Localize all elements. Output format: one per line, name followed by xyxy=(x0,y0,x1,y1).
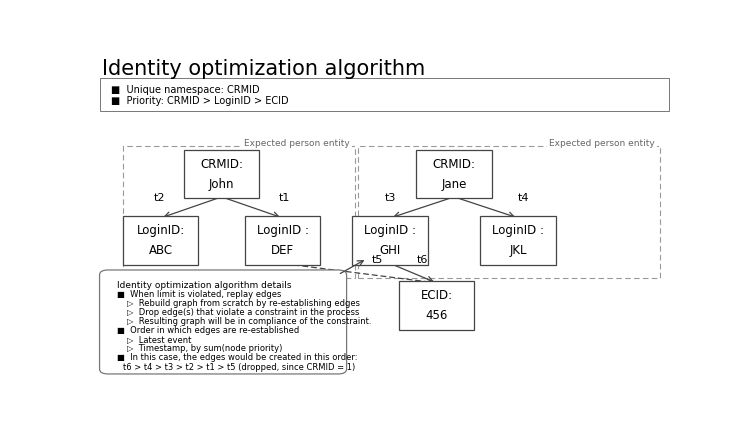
FancyBboxPatch shape xyxy=(100,78,669,111)
FancyBboxPatch shape xyxy=(416,150,492,198)
FancyBboxPatch shape xyxy=(100,270,346,374)
Text: ■  When limit is violated, replay edges: ■ When limit is violated, replay edges xyxy=(117,290,281,299)
Text: t6 > t4 > t3 > t2 > t1 > t5 (dropped, since CRMID = 1): t6 > t4 > t3 > t2 > t1 > t5 (dropped, si… xyxy=(123,362,355,372)
Text: ■  Priority: CRMID > LoginID > ECID: ■ Priority: CRMID > LoginID > ECID xyxy=(111,96,289,106)
Text: t1: t1 xyxy=(278,193,290,203)
Text: LoginID :
JKL: LoginID : JKL xyxy=(492,224,544,257)
Text: LoginID :
DEF: LoginID : DEF xyxy=(256,224,309,257)
Text: t2: t2 xyxy=(154,193,165,203)
Text: Identity optimization algorithm: Identity optimization algorithm xyxy=(103,59,426,79)
Text: t5: t5 xyxy=(371,255,382,265)
FancyBboxPatch shape xyxy=(244,216,320,265)
Text: ■  In this case, the edges would be created in this order:: ■ In this case, the edges would be creat… xyxy=(117,354,358,362)
Text: CRMID:
John: CRMID: John xyxy=(200,158,243,191)
Text: ▷  Drop edge(s) that violate a constraint in the process: ▷ Drop edge(s) that violate a constraint… xyxy=(128,308,360,317)
Text: Expected person entity: Expected person entity xyxy=(549,139,655,148)
Text: ▷  Resulting graph will be in compliance of the constraint.: ▷ Resulting graph will be in compliance … xyxy=(128,317,372,326)
Text: LoginID:
ABC: LoginID: ABC xyxy=(136,224,184,257)
FancyBboxPatch shape xyxy=(184,150,260,198)
Text: t4: t4 xyxy=(518,193,530,203)
Text: Identity optimization algorithm details: Identity optimization algorithm details xyxy=(117,281,292,289)
Text: ECID:
456: ECID: 456 xyxy=(421,289,453,322)
FancyBboxPatch shape xyxy=(480,216,556,265)
Text: Expected person entity: Expected person entity xyxy=(244,139,350,148)
FancyBboxPatch shape xyxy=(123,216,198,265)
Text: LoginID :
GHI: LoginID : GHI xyxy=(364,224,416,257)
Text: t3: t3 xyxy=(385,193,396,203)
FancyBboxPatch shape xyxy=(399,281,475,330)
FancyBboxPatch shape xyxy=(352,216,428,265)
Text: ■  Unique namespace: CRMID: ■ Unique namespace: CRMID xyxy=(111,85,260,95)
Text: CRMID:
Jane: CRMID: Jane xyxy=(433,158,476,191)
Text: ▷  Rebuild graph from scratch by re-establishing edges: ▷ Rebuild graph from scratch by re-estab… xyxy=(128,299,361,308)
Text: ▷  Latest event: ▷ Latest event xyxy=(128,335,192,344)
Text: ■  Order in which edges are re-established: ■ Order in which edges are re-establishe… xyxy=(117,326,299,335)
Text: ▷  Timestamp, by sum(node priority): ▷ Timestamp, by sum(node priority) xyxy=(128,344,283,353)
Text: t6: t6 xyxy=(416,255,428,265)
